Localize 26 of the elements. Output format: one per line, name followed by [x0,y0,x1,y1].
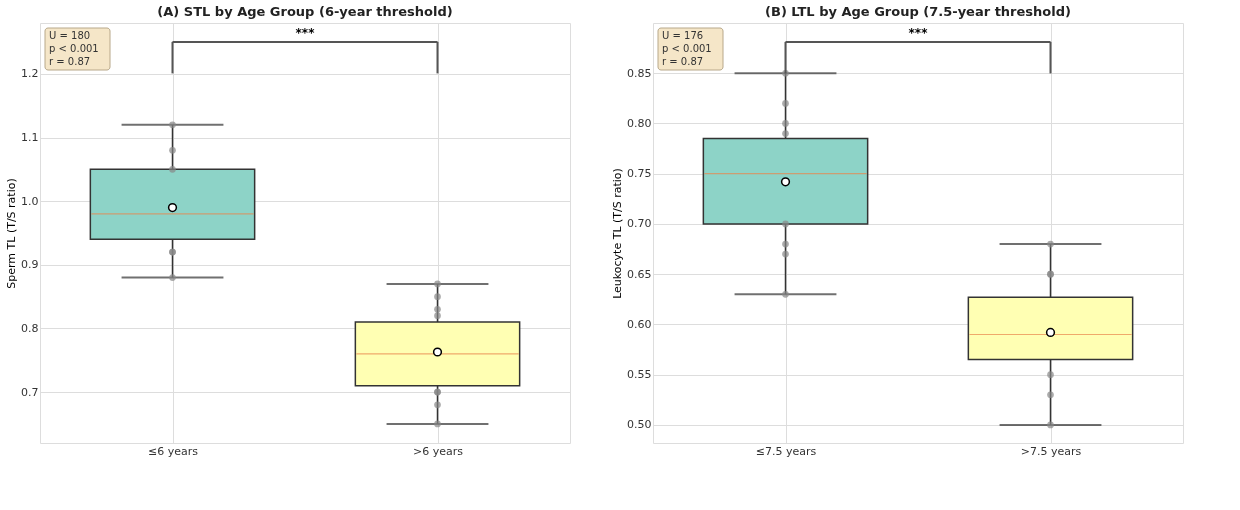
y-tick-label: 1.2 [21,67,39,81]
annotation: U = 176 p < 0.001 r = 0.87 [662,30,712,67]
x-tick-label: ≤7.5 years [755,444,817,458]
y-tick-label: 0.8 [21,321,39,335]
x-tick-label: ≤6 years [148,444,199,458]
annotation: *** [908,25,929,40]
y-tick-label: 0.9 [21,258,39,272]
y-tick-label: 1.1 [21,131,39,145]
y-tick-label: 0.70 [627,217,652,231]
y-axis-title: Sperm TL (T/S ratio) [5,178,19,289]
y-tick-label: 1.0 [21,194,39,208]
x-tick-label: >6 years [413,444,464,458]
annotation: *** [295,25,316,40]
y-tick-label: 0.75 [627,167,652,181]
y-tick-label: 0.50 [627,418,652,432]
y-axis-title: Leukocyte TL (T/S ratio) [611,168,625,299]
y-tick-label: 0.7 [21,385,39,399]
chart-title: (B) LTL by Age Group (7.5-year threshold) [765,4,1071,19]
y-tick-label: 0.60 [627,317,652,331]
y-tick-label: 0.80 [627,116,652,130]
y-tick-label: 0.55 [627,368,652,382]
chart-title: (A) STL by Age Group (6-year threshold) [157,4,453,19]
y-tick-label: 0.85 [627,66,652,80]
annotation: U = 180 p < 0.001 r = 0.87 [49,30,99,67]
x-tick-label: >7.5 years [1020,444,1082,458]
y-tick-label: 0.65 [627,267,652,281]
